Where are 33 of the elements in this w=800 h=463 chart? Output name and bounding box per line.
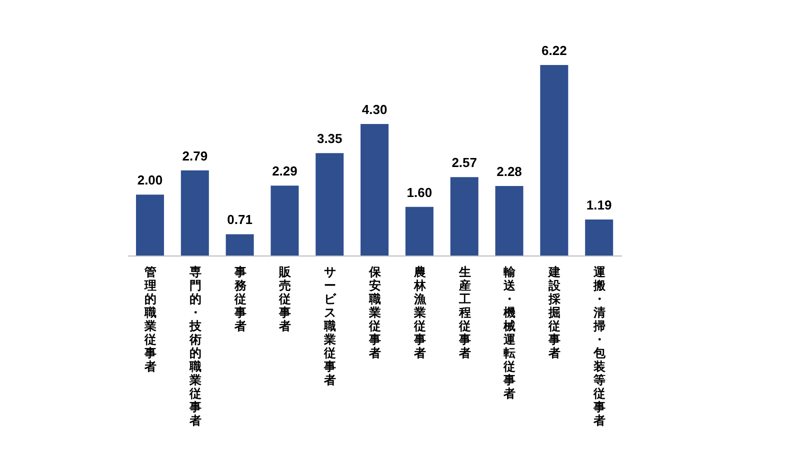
bar [450, 177, 478, 256]
bar [495, 186, 524, 256]
data-label: 1.60 [406, 184, 432, 200]
bar [226, 234, 254, 256]
bar [316, 153, 344, 256]
data-label: 0.71 [227, 212, 252, 228]
data-label: 2.28 [496, 164, 522, 179]
data-label: 3.35 [316, 131, 342, 146]
data-label: 2.29 [272, 164, 298, 179]
category-label: サービス職業従事者 [324, 265, 336, 387]
category-label: 専門的・技術的職業従事者 [189, 265, 202, 428]
data-label: 1.19 [586, 197, 612, 212]
bar [585, 219, 614, 256]
category-label: 輸送・機械運転従事者 [504, 265, 516, 400]
x-tick-label: 保安職業従事者 [368, 265, 382, 360]
data-label: 2.57 [452, 155, 478, 170]
bar [180, 170, 209, 256]
bar [360, 124, 389, 256]
data-label: 2.79 [182, 148, 208, 164]
data-label: 2.00 [137, 172, 163, 188]
x-tick-label: 建設採掘従事者 [548, 265, 562, 360]
x-tick-label: 販売従事者 [278, 265, 292, 333]
x-tick-label: 生産工程従事者 [458, 265, 471, 360]
x-tick-label: 事務従事者 [233, 265, 248, 333]
x-tick-label: 農林漁業従事者 [412, 265, 427, 360]
category-label: 運搬・清掃・包装等従事者 [594, 265, 606, 428]
bar [405, 206, 434, 256]
bar [270, 186, 299, 256]
bar [136, 194, 164, 256]
data-label: 4.30 [362, 102, 388, 117]
x-tick-label: 管理的職業従事者 [143, 265, 156, 374]
bar [540, 65, 568, 256]
data-label: 6.22 [542, 43, 567, 58]
